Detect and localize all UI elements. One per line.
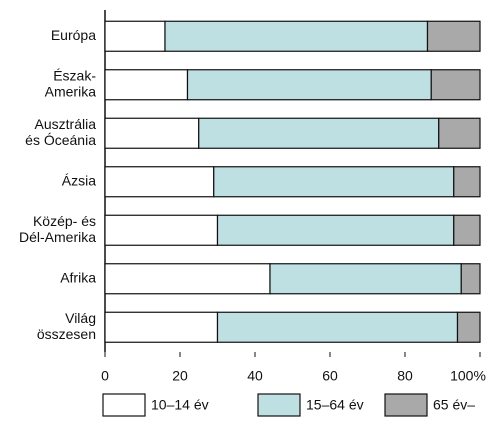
category-label: és Óceánia xyxy=(25,132,96,148)
bar-segment xyxy=(198,117,440,149)
category-label: Amerika xyxy=(45,83,97,99)
bar-segment xyxy=(104,166,215,198)
category-label: Afrika xyxy=(60,269,96,285)
legend-label: 65 év– xyxy=(433,397,475,413)
legend-swatch xyxy=(384,393,428,417)
bar-segment xyxy=(213,166,455,198)
legend-label: 15–64 év xyxy=(306,397,364,413)
x-tick-label: 20 xyxy=(172,368,188,384)
bar-segment xyxy=(453,166,481,198)
bar-segment xyxy=(186,69,432,101)
category-label: összesen xyxy=(37,326,96,342)
bar-segment xyxy=(216,214,455,246)
bar-segment xyxy=(104,263,271,295)
x-tick-label: 80 xyxy=(397,368,413,384)
category-label: Dél-Amerika xyxy=(19,229,96,245)
x-tick-label: 40 xyxy=(247,368,263,384)
bar-segment xyxy=(426,20,481,52)
bar-segment xyxy=(269,263,462,295)
bar-segment xyxy=(104,311,219,343)
bar-segment xyxy=(104,117,200,149)
category-label: Ausztrália xyxy=(35,116,97,132)
category-label: Ázsia xyxy=(62,172,96,188)
bar-segment xyxy=(164,20,429,52)
bar-segment xyxy=(438,117,481,149)
category-label: Világ xyxy=(65,310,96,326)
bar-segment xyxy=(456,311,481,343)
legend-label: 10–14 év xyxy=(151,397,209,413)
bar-segment xyxy=(460,263,481,295)
legend-swatch xyxy=(102,393,146,417)
bar-segment xyxy=(216,311,459,343)
bar-segment xyxy=(430,69,481,101)
category-label: Észak- xyxy=(53,67,96,83)
x-tick-label: 100% xyxy=(450,368,486,384)
category-label: Közép- és xyxy=(33,213,96,229)
x-tick-label: 0 xyxy=(101,368,109,384)
bar-segment xyxy=(104,69,189,101)
x-tick-label: 60 xyxy=(322,368,338,384)
bar-segment xyxy=(104,20,166,52)
legend-swatch xyxy=(257,393,301,417)
bar-segment xyxy=(104,214,219,246)
category-label: Európa xyxy=(51,27,96,43)
bar-segment xyxy=(453,214,481,246)
